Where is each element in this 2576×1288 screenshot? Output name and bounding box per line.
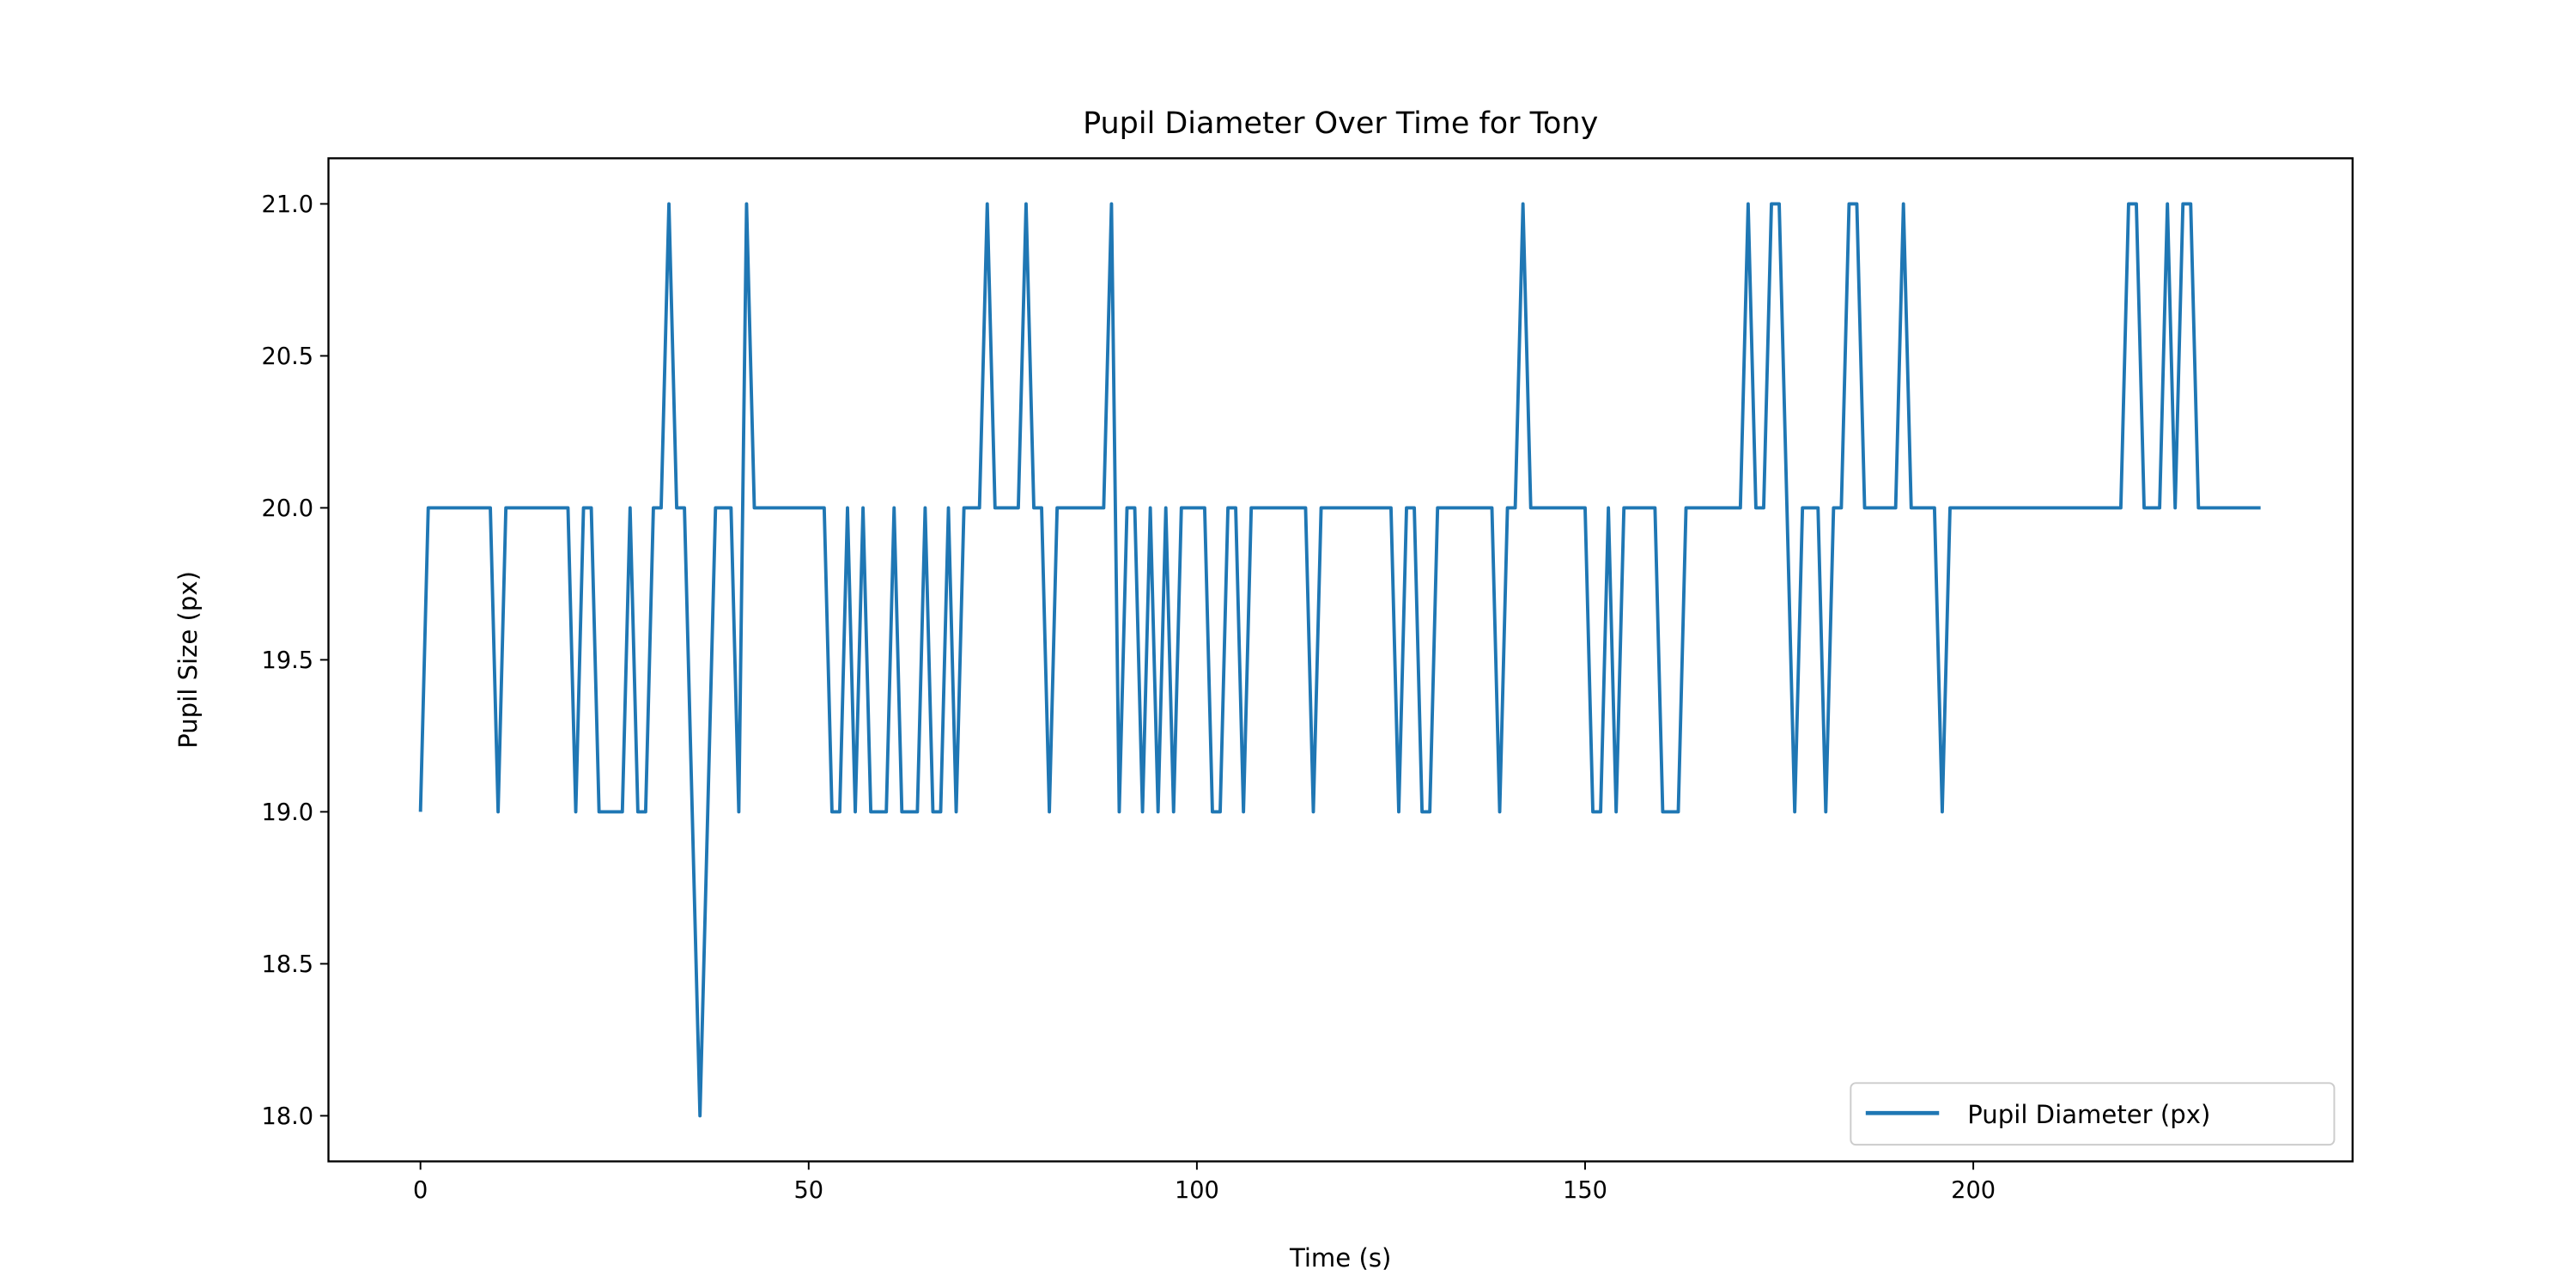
y-tick-label: 18.0 [262, 1103, 313, 1130]
x-tick-label: 150 [1563, 1177, 1607, 1204]
x-tick-label: 100 [1175, 1177, 1219, 1204]
x-tick-label: 200 [1951, 1177, 1996, 1204]
x-axis-label: Time (s) [1289, 1243, 1391, 1273]
y-tick-label: 20.0 [262, 495, 313, 522]
y-tick-label: 20.5 [262, 343, 313, 370]
x-tick-label: 50 [793, 1177, 823, 1204]
y-tick-label: 21.0 [262, 191, 313, 218]
legend-label: Pupil Diameter (px) [1967, 1100, 2210, 1129]
y-tick-label: 18.5 [262, 951, 313, 978]
legend-box [1850, 1082, 2336, 1146]
chart-title: Pupil Diameter Over Time for Tony [1083, 106, 1598, 141]
data-line [418, 202, 2261, 1118]
x-tick-label: 0 [413, 1177, 428, 1204]
y-tick-label: 19.5 [262, 647, 313, 674]
plot-frame [327, 157, 2354, 1163]
y-axis-label: Pupil Size (px) [173, 571, 203, 749]
y-tick-label: 19.0 [262, 799, 313, 826]
